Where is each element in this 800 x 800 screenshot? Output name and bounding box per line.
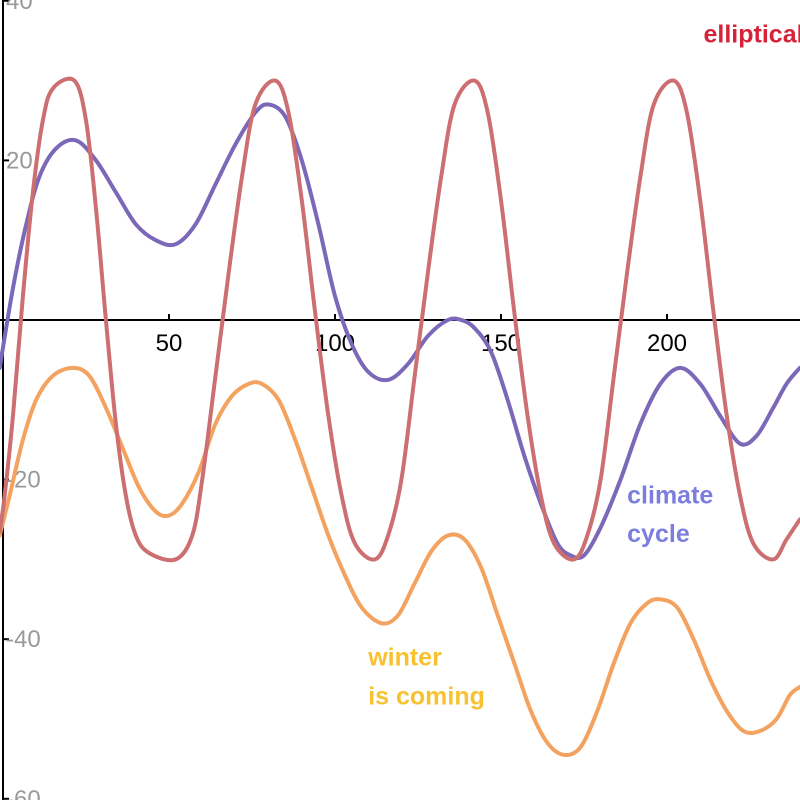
series-label-is-coming-label: is coming <box>368 683 485 711</box>
series-line-elliptical <box>0 76 800 563</box>
y-tick-label: -40 <box>6 626 41 653</box>
series-label-elliptical-label: elliptical <box>704 20 800 48</box>
series-lines <box>0 76 800 758</box>
series-line-climate-cycle <box>0 102 800 560</box>
series-line-winter-is-coming <box>0 365 800 758</box>
series-label-climate-label: climate <box>627 482 713 510</box>
y-tick-label: -60 <box>6 786 41 800</box>
x-tick-label: 50 <box>156 330 183 357</box>
series-labels: elliptical climate cycle winter is coming <box>367 20 800 710</box>
y-tick-label: 20 <box>6 147 33 174</box>
series-label-winter-label: winter <box>367 644 442 672</box>
x-tick-label: 200 <box>647 330 687 357</box>
series-label-cycle-label: cycle <box>627 520 690 548</box>
y-tick-label: 40 <box>6 0 33 15</box>
